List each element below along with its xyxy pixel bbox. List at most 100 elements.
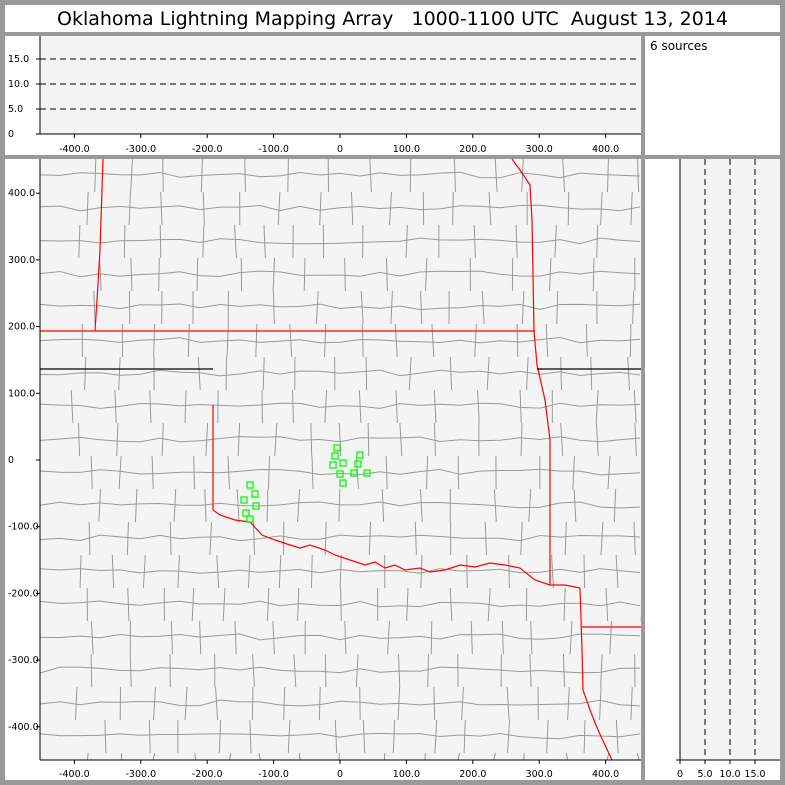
missouri-border — [511, 158, 551, 585]
county-line — [199, 620, 202, 655]
county-line — [344, 620, 347, 655]
county-line — [390, 290, 393, 325]
county-line — [640, 587, 644, 622]
county-line — [362, 719, 366, 754]
county-line — [484, 521, 487, 556]
county-line — [521, 158, 524, 193]
plan-y-tick-label: 200.0 — [8, 322, 35, 333]
county-line — [127, 587, 130, 622]
county-line — [39, 666, 641, 674]
county-borders — [39, 158, 675, 761]
county-line — [158, 257, 160, 292]
county-line — [160, 191, 163, 226]
county-line — [218, 719, 222, 754]
county-line — [368, 521, 371, 556]
altitude-x-tick-label: 0 — [337, 144, 343, 155]
county-line — [153, 686, 156, 721]
county-line — [562, 653, 565, 688]
county-line — [222, 587, 226, 622]
county-line — [293, 653, 297, 688]
station-marker — [331, 452, 339, 460]
plan-x-tick-label: 100.0 — [393, 769, 420, 780]
county-line — [249, 719, 252, 754]
county-line — [585, 323, 588, 358]
county-line — [387, 620, 390, 655]
county-line — [425, 257, 428, 292]
county-line — [556, 290, 559, 325]
county-line — [152, 752, 156, 761]
county-line — [149, 389, 152, 424]
county-line — [546, 719, 549, 754]
county-line — [90, 653, 93, 688]
county-line — [118, 455, 122, 490]
lma-stations — [240, 444, 371, 523]
county-line — [615, 554, 619, 589]
county-line — [311, 554, 313, 589]
county-line — [420, 290, 423, 325]
county-line — [303, 257, 306, 292]
plan-y-tick-label: 400.0 — [8, 188, 35, 199]
county-line — [324, 389, 328, 424]
county-line — [90, 455, 93, 490]
county-line — [262, 356, 265, 391]
county-line — [567, 686, 570, 721]
county-line — [449, 587, 453, 622]
county-line — [525, 587, 528, 622]
county-line — [263, 224, 266, 259]
county-line — [488, 191, 492, 226]
red-river — [212, 509, 581, 589]
county-line — [159, 224, 162, 259]
county-line — [130, 158, 133, 193]
county-line — [187, 323, 190, 358]
county-line — [641, 224, 644, 259]
county-line — [272, 257, 275, 292]
plan-x-tick-label: -300.0 — [125, 769, 156, 780]
county-line — [272, 620, 275, 655]
county-line — [605, 587, 609, 622]
county-line — [573, 488, 577, 523]
county-line — [193, 455, 195, 490]
plan-y-tick-label: 100.0 — [8, 388, 35, 399]
county-line — [324, 323, 327, 358]
county-line — [229, 752, 232, 761]
county-line — [202, 191, 205, 226]
county-line — [398, 653, 401, 688]
county-line — [191, 587, 195, 622]
county-line — [473, 224, 476, 259]
county-line — [289, 323, 293, 358]
station-marker — [329, 461, 337, 469]
county-line — [600, 653, 603, 688]
county-line — [247, 554, 251, 589]
altitude-x-tick-label: 200.0 — [459, 144, 486, 155]
county-line — [274, 422, 278, 457]
county-line — [414, 521, 417, 556]
county-line — [420, 554, 423, 589]
plan-x-tick-label: 200.0 — [459, 769, 486, 780]
county-line — [515, 224, 518, 259]
county-line — [88, 521, 91, 556]
side-x-tick-label: 15.0 — [744, 769, 765, 780]
county-line — [161, 422, 164, 457]
station-marker — [246, 515, 254, 523]
station-marker — [251, 490, 259, 498]
station-marker — [240, 496, 248, 504]
station-marker — [354, 460, 362, 468]
county-line — [599, 686, 602, 721]
county-line — [494, 158, 498, 193]
altitude-x-tick-label: -200.0 — [192, 144, 223, 155]
county-line — [162, 158, 164, 193]
county-line — [385, 455, 388, 490]
county-line — [636, 752, 640, 761]
side-x-tick-label: 0 — [677, 769, 683, 780]
station-marker — [333, 444, 341, 452]
county-line — [632, 290, 635, 325]
county-line — [521, 290, 525, 325]
county-line — [508, 554, 510, 589]
altitude-y-tick-label: 10.0 — [8, 79, 29, 90]
altitude-x-tick-label: -300.0 — [125, 144, 156, 155]
county-line — [457, 752, 461, 761]
county-line — [613, 488, 617, 523]
county-line — [560, 422, 564, 457]
station-marker — [339, 459, 347, 467]
county-line — [129, 653, 132, 688]
